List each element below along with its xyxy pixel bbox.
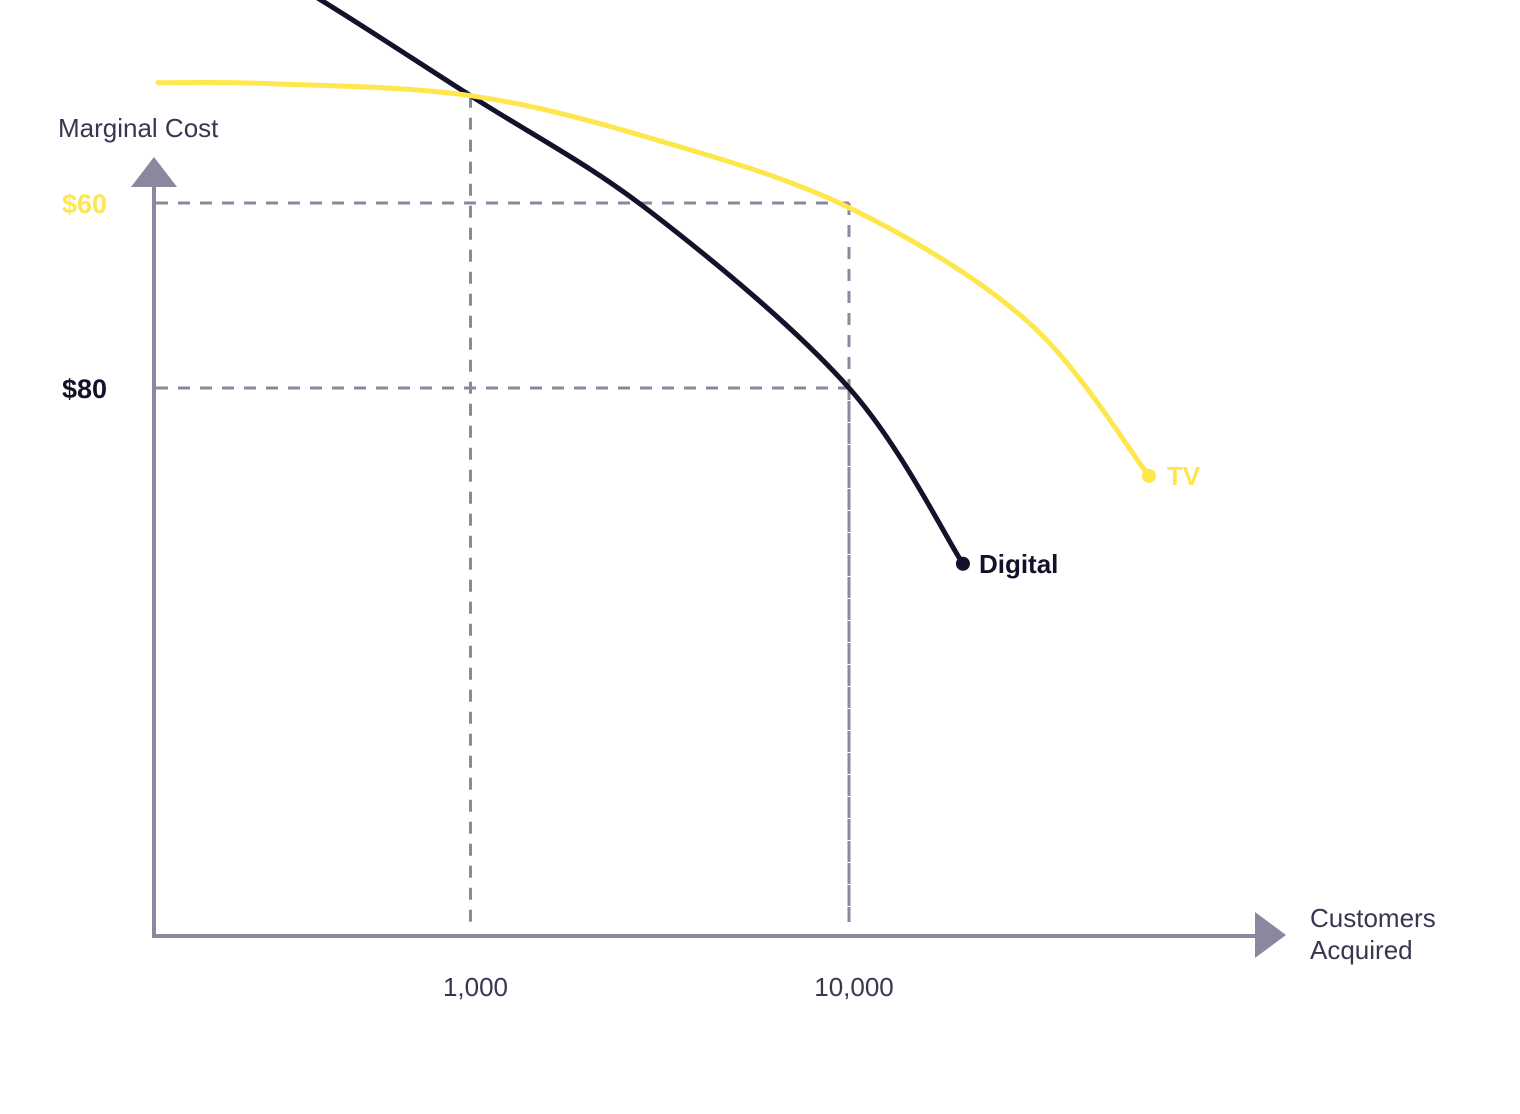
- series-line-tv: [155, 79, 1152, 479]
- x-tick-label: 1,000: [443, 972, 508, 1002]
- x-axis-title-line-2: Acquired: [1310, 935, 1413, 965]
- series-line-digital: [316, 0, 966, 567]
- y-axis-arrow-icon: [131, 157, 177, 187]
- series-label-tv: TV: [1167, 461, 1201, 491]
- y-tick-label: $80: [62, 374, 107, 404]
- x-axis-arrow-icon: [1255, 912, 1286, 958]
- x-axis-title: Customers Acquired: [1310, 903, 1443, 965]
- x-axis-title-line-1: Customers: [1310, 903, 1436, 933]
- y-tick-label: $60: [62, 189, 107, 219]
- x-tick-label: 10,000: [814, 972, 894, 1002]
- y-axis-title: Marginal Cost: [58, 113, 219, 143]
- x-tick-labels: 1,000 10,000: [443, 972, 894, 1002]
- y-tick-labels: $80 $60: [62, 189, 107, 404]
- series-endpoint-digital: [955, 556, 970, 571]
- series-group: Digital TV: [155, 0, 1201, 579]
- reference-guides: [156, 95, 851, 922]
- series-endpoint-tv: [1141, 468, 1156, 483]
- series-label-digital: Digital: [979, 549, 1058, 579]
